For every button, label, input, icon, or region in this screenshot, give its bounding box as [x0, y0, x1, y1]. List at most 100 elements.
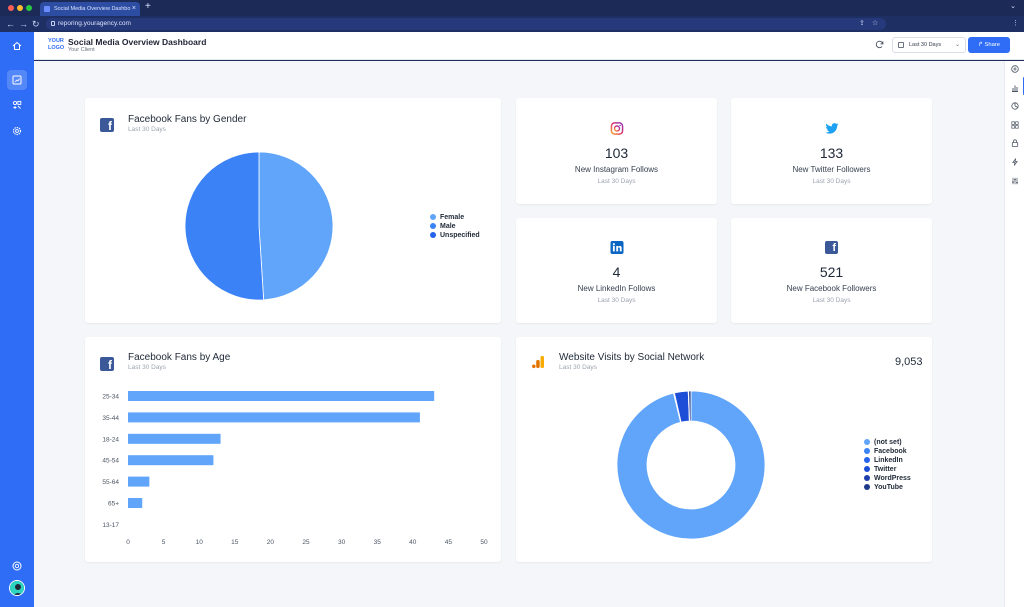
- back-arrow-icon[interactable]: ←: [6, 19, 15, 29]
- x-tick-label: 10: [196, 539, 204, 546]
- dashboard-canvas: f Facebook Fans by Gender Last 30 Days F…: [34, 61, 1004, 607]
- sidebar-item-widgets[interactable]: [7, 95, 27, 115]
- linkedin-icon: [610, 241, 623, 254]
- bar-35-44[interactable]: [128, 412, 420, 423]
- share-page-icon[interactable]: ⇪: [859, 20, 865, 27]
- card-period: Last 30 Days: [128, 364, 166, 371]
- card-twitter-followers: 133 New Twitter Followers Last 30 Days: [731, 98, 932, 204]
- bar-45-54[interactable]: [128, 455, 214, 466]
- gender-legend: Female Male Unspecified: [430, 213, 480, 240]
- y-tick-label: 65+: [108, 501, 119, 508]
- browser-tab[interactable]: Social Media Overview Dashbo ×: [40, 2, 140, 16]
- legend-label: Female: [440, 214, 465, 221]
- legend-item-youtube[interactable]: YouTube: [864, 483, 911, 492]
- legend-item-facebook[interactable]: Facebook: [864, 447, 911, 456]
- user-avatar[interactable]: [9, 580, 25, 596]
- widgets-icon: [12, 100, 22, 109]
- legend-item-linkedin[interactable]: LinkedIn: [864, 456, 911, 465]
- slice-youtube[interactable]: [688, 390, 692, 422]
- refresh-icon[interactable]: [875, 40, 884, 49]
- stat-value: 103: [604, 145, 629, 161]
- lock-icon[interactable]: [1011, 139, 1019, 147]
- close-window-dot[interactable]: [8, 5, 14, 11]
- forward-arrow-icon[interactable]: →: [19, 19, 28, 29]
- legend-label: LinkedIn: [874, 457, 903, 464]
- stat-value: 521: [819, 264, 844, 280]
- x-tick-label: 20: [267, 539, 275, 546]
- legend-label: Male: [440, 223, 456, 230]
- legend-item-twitter[interactable]: Twitter: [864, 465, 911, 474]
- legend-label: (not set): [874, 439, 902, 446]
- lightning-icon[interactable]: [1011, 158, 1019, 166]
- facebook-icon: f: [100, 118, 114, 132]
- y-tick-label: 35-44: [102, 415, 119, 422]
- y-tick-label: 25-34: [102, 394, 119, 401]
- y-tick-label: 55-64: [102, 479, 119, 486]
- stat-label: New Instagram Follows: [574, 165, 659, 174]
- legend-label: Unspecified: [440, 232, 480, 239]
- browser-menu-icon[interactable]: ⋮: [1012, 20, 1019, 27]
- legend-item-female[interactable]: Female: [430, 213, 480, 222]
- sliders-icon[interactable]: [1011, 177, 1019, 185]
- sidebar-item-settings[interactable]: [7, 121, 27, 141]
- reload-icon[interactable]: ↻: [32, 19, 40, 29]
- grid-widgets-icon[interactable]: [1011, 121, 1019, 129]
- stat-period: Last 30 Days: [812, 297, 851, 304]
- slice-male[interactable]: [184, 151, 265, 301]
- sidebar-item-home[interactable]: [7, 36, 27, 56]
- tab-title: Social Media Overview Dashbo: [54, 6, 131, 12]
- bar-18-24[interactable]: [128, 433, 221, 444]
- page-title: Social Media Overview Dashboard: [68, 37, 207, 47]
- url-input[interactable]: reporing.youragency.com: [46, 18, 886, 30]
- legend-dot: [864, 456, 870, 463]
- stat-value: 133: [819, 145, 844, 161]
- legend-dot: [864, 465, 870, 472]
- app-sidebar: [0, 32, 34, 607]
- card-title: Facebook Fans by Age: [128, 352, 231, 363]
- tab-close-icon[interactable]: ×: [131, 5, 136, 12]
- legend-dot: [864, 438, 870, 445]
- slice-not-set[interactable]: [616, 390, 766, 540]
- plus-circle-icon[interactable]: [1011, 65, 1019, 73]
- slice-female[interactable]: [258, 151, 334, 301]
- legend-dot: [864, 474, 870, 481]
- legend-item-wordpress[interactable]: WordPress: [864, 474, 911, 483]
- visits-donut-chart: [616, 390, 766, 540]
- x-tick-label: 40: [409, 539, 417, 546]
- y-tick-label: 18-24: [102, 436, 119, 443]
- tab-list-chevron-icon[interactable]: ⌄: [1010, 3, 1016, 10]
- bar-65+[interactable]: [128, 498, 143, 508]
- dashboard-header: YOUR LOGO Social Media Overview Dashboar…: [34, 32, 1024, 60]
- date-range-select[interactable]: Last 30 Days ⌄: [892, 37, 966, 53]
- stat-period: Last 30 Days: [812, 178, 851, 185]
- age-bar-chart: 25-34 35-44 18-24 45-54 55-64 65+ 13-17 0 5 10 15 2…: [102, 391, 488, 546]
- sidebar-item-reports[interactable]: [7, 70, 27, 90]
- pie-chart-icon[interactable]: [1011, 102, 1019, 110]
- bar-55-64[interactable]: [128, 476, 150, 487]
- bar-chart-icon[interactable]: [1011, 84, 1019, 92]
- x-tick-label: 0: [126, 539, 130, 546]
- legend-item-male[interactable]: Male: [430, 222, 480, 231]
- x-tick-label: 30: [338, 539, 346, 546]
- help-lifebuoy-icon: [12, 561, 22, 571]
- stat-value: 4: [612, 264, 621, 280]
- maximize-window-dot[interactable]: [26, 5, 32, 11]
- x-tick-label: 25: [302, 539, 310, 546]
- share-arrow-icon: ↱: [978, 42, 985, 48]
- minimize-window-dot[interactable]: [17, 5, 23, 11]
- legend-dot: [430, 231, 436, 238]
- gender-pie-chart: [184, 151, 334, 301]
- bar-25-34[interactable]: [128, 391, 435, 401]
- legend-item-unspecified[interactable]: Unspecified: [430, 231, 480, 240]
- stat-label: New Twitter Followers: [792, 165, 871, 174]
- share-button[interactable]: ↱ Share: [968, 37, 1010, 53]
- client-name: Your Client: [68, 47, 95, 53]
- x-tick-label: 5: [162, 539, 166, 546]
- stat-period: Last 30 Days: [597, 297, 636, 304]
- bookmark-star-icon[interactable]: ☆: [872, 20, 879, 27]
- new-tab-icon[interactable]: +: [145, 1, 151, 12]
- legend-item-not-set[interactable]: (not set): [864, 438, 911, 447]
- sidebar-item-help[interactable]: [7, 556, 27, 576]
- card-title: Facebook Fans by Gender: [128, 114, 247, 125]
- lock-icon: [51, 21, 55, 26]
